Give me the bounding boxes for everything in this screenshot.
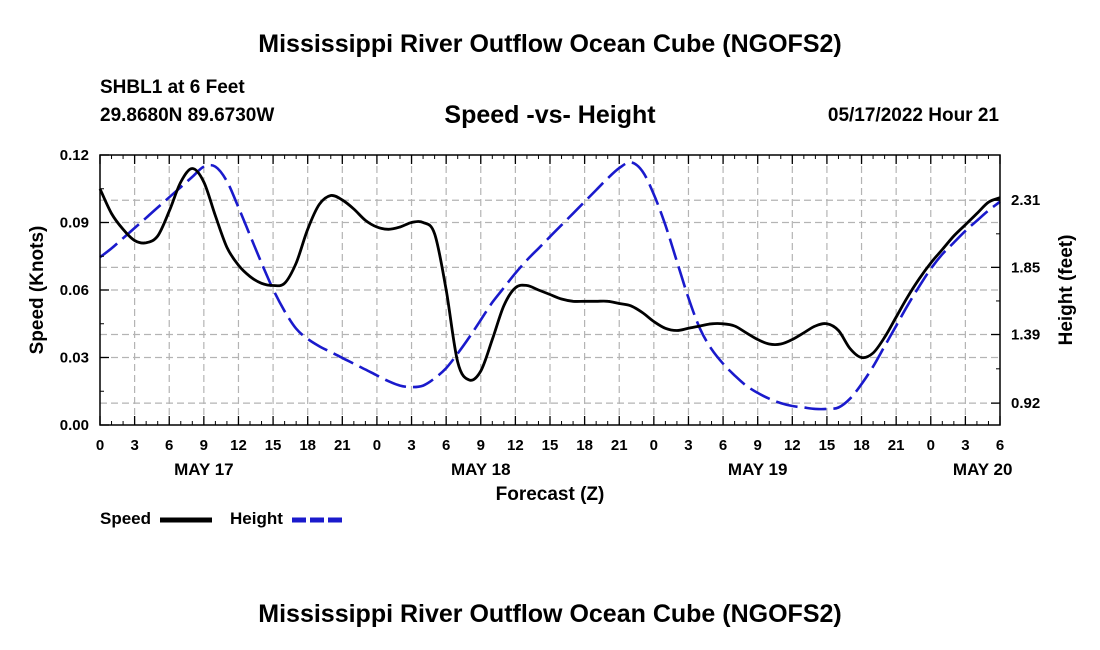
x-tick-label: 21 (611, 437, 628, 454)
x-tick-label: 0 (927, 437, 935, 454)
y2-tick-label: 0.92 (1011, 395, 1040, 412)
x-tick-label: 12 (507, 437, 524, 454)
y2-axis-label: Height (feet) (1056, 235, 1077, 346)
x-axis-label: Forecast (Z) (496, 484, 605, 505)
x-tick-label: 9 (477, 437, 485, 454)
x-tick-label: 18 (299, 437, 316, 454)
x-tick-label: 0 (373, 437, 381, 454)
x-tick-label: 15 (265, 437, 282, 454)
y-tick-label: 0.03 (60, 350, 89, 367)
x-tick-label: 0 (650, 437, 658, 454)
x-tick-label: 3 (684, 437, 692, 454)
chart-title: Mississippi River Outflow Ocean Cube (NG… (258, 30, 842, 58)
x-tick-label: 18 (576, 437, 593, 454)
grid (100, 155, 1000, 425)
x-day-label: MAY 20 (953, 460, 1013, 479)
x-day-label: MAY 19 (728, 460, 788, 479)
x-tick-label: 12 (230, 437, 247, 454)
station-name: SHBL1 at 6 Feet (100, 77, 245, 98)
x-tick-label: 21 (888, 437, 905, 454)
x-day-label: MAY 17 (174, 460, 234, 479)
chart-subtitle: Speed -vs- Height (444, 101, 656, 129)
x-day-label: MAY 18 (451, 460, 511, 479)
x-tick-label: 6 (165, 437, 173, 454)
chart-title-repeat: Mississippi River Outflow Ocean Cube (NG… (258, 600, 842, 628)
height-series-line (99, 160, 1001, 411)
x-tick-label: 3 (961, 437, 969, 454)
y-tick-label: 0.09 (60, 215, 89, 232)
y-tick-label: 0.12 (60, 147, 89, 164)
y2-tick-label: 1.39 (1011, 327, 1040, 344)
x-tick-label: 3 (407, 437, 415, 454)
series-layer (98, 160, 1001, 411)
forecast-datetime: 05/17/2022 Hour 21 (827, 105, 999, 126)
tick-labels: 0 3 6 9 12 15 18 21 0 3 6 9 12 15 18 21 0 3 6 9 12 15 18 21 0 3 6M… (60, 147, 1040, 479)
x-tick-label: 6 (442, 437, 450, 454)
y-tick-label: 0.00 (60, 417, 89, 434)
y-axis-label: Speed (Knots) (27, 226, 48, 355)
y2-tick-label: 1.85 (1011, 259, 1040, 276)
y2-tick-label: 2.31 (1011, 192, 1040, 209)
x-tick-label: 9 (200, 437, 208, 454)
x-tick-label: 6 (719, 437, 727, 454)
x-tick-label: 21 (334, 437, 351, 454)
ticks (99, 154, 1001, 426)
x-tick-label: 6 (996, 437, 1004, 454)
x-tick-label: 0 (96, 437, 104, 454)
legend-height-label: Height (230, 509, 283, 528)
speed-series-line (98, 167, 1001, 382)
x-tick-label: 15 (819, 437, 836, 454)
legend-speed-label: Speed (100, 509, 152, 528)
x-tick-label: 18 (853, 437, 870, 454)
station-coordinates: 29.8680N 89.6730W (100, 105, 275, 126)
y-tick-label: 0.06 (60, 282, 89, 299)
x-tick-label: 9 (754, 437, 762, 454)
x-tick-label: 3 (130, 437, 138, 454)
x-tick-label: 12 (784, 437, 801, 454)
x-tick-label: 15 (542, 437, 559, 454)
